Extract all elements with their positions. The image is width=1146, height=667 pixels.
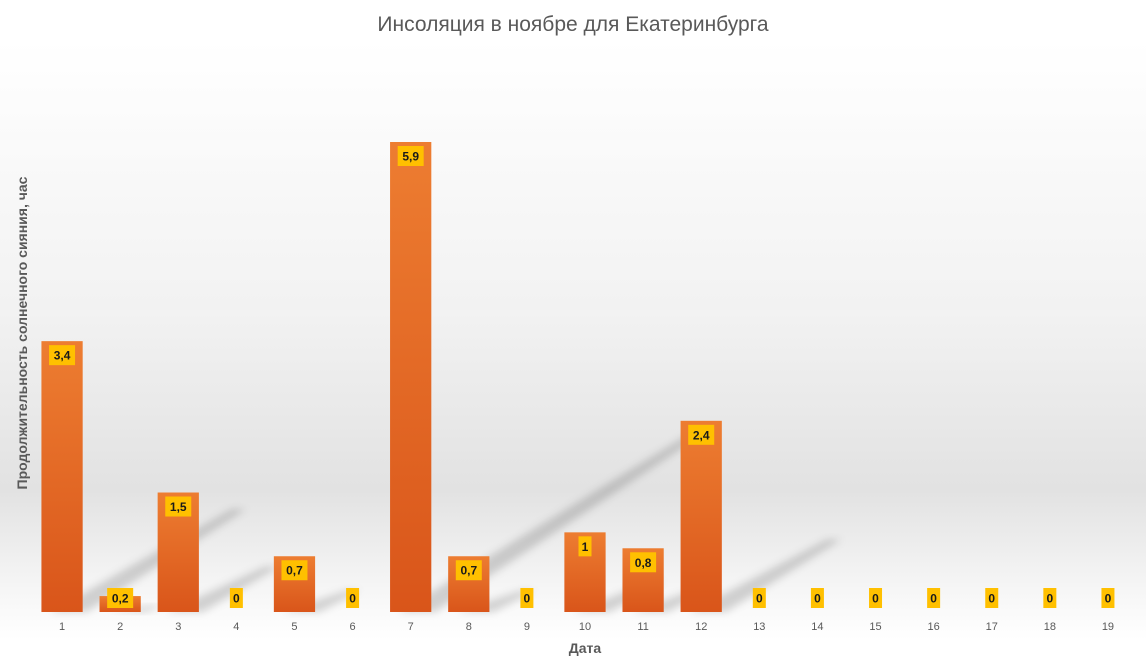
data-label-box (49, 345, 76, 366)
data-label: 0,7 (286, 564, 303, 578)
data-label-box (752, 588, 766, 608)
data-label: 0 (988, 592, 995, 606)
data-label-box (578, 536, 592, 557)
data-label: 2,4 (693, 428, 710, 442)
x-tick-label: 18 (1044, 621, 1056, 633)
data-labels: 3,4 0,2 1,5 0 0,7 0 5,9 0,7 0 1 0,8 2,4 0 0 0 0 0 0 0 (49, 146, 1115, 608)
data-label-box (455, 560, 482, 581)
x-tick-label: 9 (524, 621, 530, 633)
data-label: 5,9 (402, 150, 419, 164)
data-label-box (520, 588, 534, 608)
data-label: 0,2 (112, 592, 129, 606)
data-label-box (281, 560, 308, 581)
data-label: 0 (233, 592, 240, 606)
x-tick-label: 2 (117, 621, 123, 633)
data-label: 0 (814, 592, 821, 606)
y-axis-title: Продолжительность солнечного сияния, час (14, 176, 30, 489)
x-tick-label: 12 (695, 621, 707, 633)
data-label-box (1043, 588, 1057, 608)
data-label: 0,8 (635, 556, 652, 570)
data-label: 0 (524, 592, 531, 606)
data-label-box (630, 552, 657, 573)
data-label: 0 (1105, 592, 1112, 606)
x-tick-label: 16 (928, 621, 940, 633)
x-tick-label: 7 (408, 621, 414, 633)
data-label: 3,4 (54, 349, 71, 363)
x-tick-label: 3 (175, 621, 181, 633)
x-tick-label: 17 (986, 621, 998, 633)
bar (680, 420, 722, 612)
bar (41, 341, 83, 612)
data-label-box (985, 588, 999, 608)
x-tick-label: 6 (350, 621, 356, 633)
x-tick-label: 4 (233, 621, 239, 633)
data-label-box (810, 588, 824, 608)
data-label-box (397, 146, 424, 166)
data-label: 0 (756, 592, 763, 606)
data-label-box (869, 588, 883, 608)
data-label-box (346, 588, 360, 608)
data-label: 1 (582, 540, 589, 554)
bar (390, 142, 432, 612)
x-tick-label: 10 (579, 621, 591, 633)
bar-shadow (688, 539, 842, 612)
data-label: 0 (349, 592, 356, 606)
x-tick-label: 8 (466, 621, 472, 633)
bars (41, 142, 722, 612)
x-axis-title: Дата (569, 640, 602, 656)
data-label: 0 (872, 592, 879, 606)
data-label-box (927, 588, 941, 608)
x-tick-label: 1 (59, 621, 65, 633)
data-label-box (107, 588, 134, 608)
data-label: 0 (1046, 592, 1053, 606)
data-label: 1,5 (170, 500, 187, 514)
data-label-box (229, 588, 243, 608)
x-tick-label: 11 (637, 621, 648, 633)
x-tick-label: 14 (811, 621, 823, 633)
chart-title: Инсоляция в ноябре для Екатеринбурга (377, 13, 768, 36)
data-label: 0,7 (460, 564, 477, 578)
data-label: 0 (930, 592, 937, 606)
data-label-box (1101, 588, 1115, 608)
x-tick-label: 13 (753, 621, 765, 633)
x-tick-label: 19 (1102, 621, 1114, 633)
x-tick-label: 5 (291, 621, 297, 633)
data-label-box (688, 424, 715, 445)
data-label-box (165, 496, 192, 517)
x-axis-ticks: 1 2 3 4 5 6 7 8 9 10 11 12 13 14 15 16 17 18 19 (59, 621, 1114, 633)
x-tick-label: 15 (869, 621, 881, 633)
